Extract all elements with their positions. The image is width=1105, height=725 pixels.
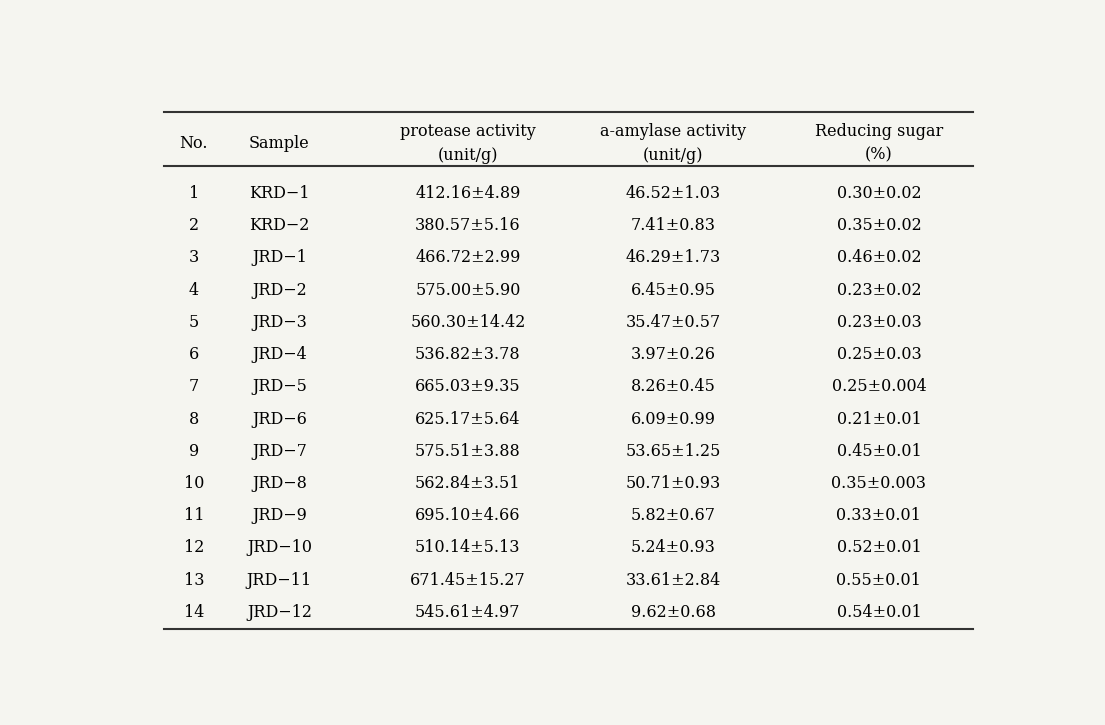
Text: 665.03±9.35: 665.03±9.35 bbox=[415, 378, 520, 395]
Text: JRD−10: JRD−10 bbox=[246, 539, 312, 557]
Text: 11: 11 bbox=[183, 507, 204, 524]
Text: protease activity: protease activity bbox=[400, 123, 536, 140]
Text: 6.09±0.99: 6.09±0.99 bbox=[631, 410, 716, 428]
Text: 5.24±0.93: 5.24±0.93 bbox=[631, 539, 716, 557]
Text: JRD−6: JRD−6 bbox=[252, 410, 307, 428]
Text: 53.65±1.25: 53.65±1.25 bbox=[625, 443, 722, 460]
Text: 2: 2 bbox=[189, 218, 199, 234]
Text: 0.23±0.02: 0.23±0.02 bbox=[836, 282, 922, 299]
Text: 412.16±4.89: 412.16±4.89 bbox=[415, 185, 520, 202]
Text: 4: 4 bbox=[189, 282, 199, 299]
Text: 13: 13 bbox=[183, 572, 204, 589]
Text: 3.97±0.26: 3.97±0.26 bbox=[631, 346, 716, 363]
Text: 562.84±3.51: 562.84±3.51 bbox=[415, 475, 520, 492]
Text: JRD−1: JRD−1 bbox=[252, 249, 307, 267]
Text: 0.46±0.02: 0.46±0.02 bbox=[836, 249, 922, 267]
Text: No.: No. bbox=[179, 135, 208, 152]
Text: 536.82±3.78: 536.82±3.78 bbox=[415, 346, 520, 363]
Text: 0.25±0.03: 0.25±0.03 bbox=[836, 346, 922, 363]
Text: Sample: Sample bbox=[249, 135, 309, 152]
Text: 0.30±0.02: 0.30±0.02 bbox=[836, 185, 922, 202]
Text: JRD−5: JRD−5 bbox=[252, 378, 307, 395]
Text: KRD−2: KRD−2 bbox=[250, 218, 309, 234]
Text: 7: 7 bbox=[189, 378, 199, 395]
Text: 0.35±0.02: 0.35±0.02 bbox=[836, 218, 922, 234]
Text: 0.45±0.01: 0.45±0.01 bbox=[836, 443, 922, 460]
Text: 7.41±0.83: 7.41±0.83 bbox=[631, 218, 716, 234]
Text: 380.57±5.16: 380.57±5.16 bbox=[415, 218, 520, 234]
Text: 33.61±2.84: 33.61±2.84 bbox=[625, 572, 720, 589]
Text: JRD−11: JRD−11 bbox=[246, 572, 312, 589]
Text: 0.23±0.03: 0.23±0.03 bbox=[836, 314, 922, 331]
Text: 0.54±0.01: 0.54±0.01 bbox=[836, 604, 922, 621]
Text: 5.82±0.67: 5.82±0.67 bbox=[631, 507, 716, 524]
Text: 8.26±0.45: 8.26±0.45 bbox=[631, 378, 716, 395]
Text: 9.62±0.68: 9.62±0.68 bbox=[631, 604, 716, 621]
Text: 8: 8 bbox=[189, 410, 199, 428]
Text: KRD−1: KRD−1 bbox=[249, 185, 309, 202]
Text: 12: 12 bbox=[183, 539, 204, 557]
Text: 545.61±4.97: 545.61±4.97 bbox=[415, 604, 520, 621]
Text: JRD−4: JRD−4 bbox=[252, 346, 307, 363]
Text: 10: 10 bbox=[183, 475, 204, 492]
Text: 625.17±5.64: 625.17±5.64 bbox=[415, 410, 520, 428]
Text: 575.51±3.88: 575.51±3.88 bbox=[415, 443, 520, 460]
Text: 6: 6 bbox=[189, 346, 199, 363]
Text: 5: 5 bbox=[189, 314, 199, 331]
Text: JRD−7: JRD−7 bbox=[252, 443, 307, 460]
Text: (unit/g): (unit/g) bbox=[643, 146, 704, 164]
Text: 0.21±0.01: 0.21±0.01 bbox=[836, 410, 922, 428]
Text: 9: 9 bbox=[189, 443, 199, 460]
Text: 6.45±0.95: 6.45±0.95 bbox=[631, 282, 716, 299]
Text: 560.30±14.42: 560.30±14.42 bbox=[410, 314, 526, 331]
Text: 46.29±1.73: 46.29±1.73 bbox=[625, 249, 720, 267]
Text: (unit/g): (unit/g) bbox=[438, 146, 498, 164]
Text: 0.25±0.004: 0.25±0.004 bbox=[832, 378, 926, 395]
Text: a-amylase activity: a-amylase activity bbox=[600, 123, 746, 140]
Text: JRD−2: JRD−2 bbox=[252, 282, 307, 299]
Text: JRD−9: JRD−9 bbox=[252, 507, 307, 524]
Text: 575.00±5.90: 575.00±5.90 bbox=[415, 282, 520, 299]
Text: 671.45±15.27: 671.45±15.27 bbox=[410, 572, 526, 589]
Text: (%): (%) bbox=[865, 146, 893, 164]
Text: 35.47±0.57: 35.47±0.57 bbox=[625, 314, 720, 331]
Text: 46.52±1.03: 46.52±1.03 bbox=[625, 185, 720, 202]
Text: 695.10±4.66: 695.10±4.66 bbox=[415, 507, 520, 524]
Text: 14: 14 bbox=[183, 604, 204, 621]
Text: JRD−12: JRD−12 bbox=[246, 604, 312, 621]
Text: 3: 3 bbox=[189, 249, 199, 267]
Text: 0.52±0.01: 0.52±0.01 bbox=[836, 539, 922, 557]
Text: JRD−8: JRD−8 bbox=[252, 475, 307, 492]
Text: 0.33±0.01: 0.33±0.01 bbox=[836, 507, 922, 524]
Text: 510.14±5.13: 510.14±5.13 bbox=[415, 539, 520, 557]
Text: 1: 1 bbox=[189, 185, 199, 202]
Text: JRD−3: JRD−3 bbox=[252, 314, 307, 331]
Text: 0.55±0.01: 0.55±0.01 bbox=[836, 572, 922, 589]
Text: 0.35±0.003: 0.35±0.003 bbox=[831, 475, 926, 492]
Text: 50.71±0.93: 50.71±0.93 bbox=[625, 475, 720, 492]
Text: 466.72±2.99: 466.72±2.99 bbox=[415, 249, 520, 267]
Text: Reducing sugar: Reducing sugar bbox=[814, 123, 943, 140]
